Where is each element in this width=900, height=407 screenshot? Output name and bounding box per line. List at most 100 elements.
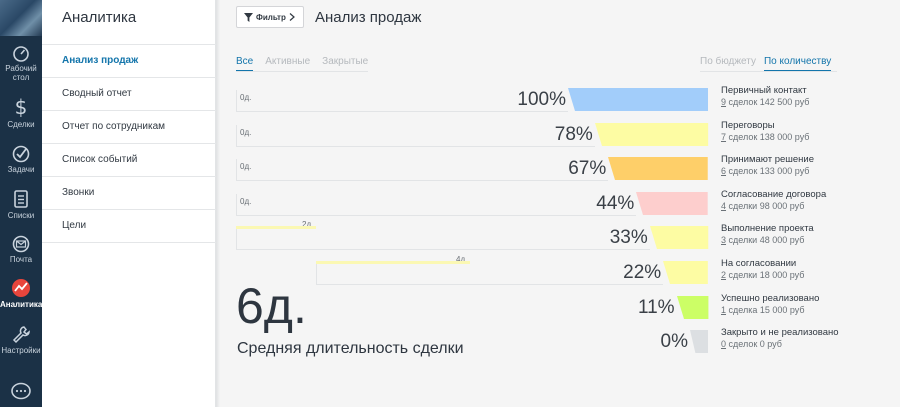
duration-guide-line (236, 249, 650, 250)
funnel-segment[interactable] (649, 226, 708, 249)
metric-tabs: По бюджету По количеству (700, 56, 832, 71)
stage-deals-summary: сделки 48 000 руб (726, 235, 805, 245)
list-icon (14, 190, 28, 208)
stage-name: Переговоры (721, 120, 775, 131)
menu-item-summary-report[interactable]: Сводный отчет (42, 78, 216, 111)
stage-percent: 67% (568, 158, 607, 179)
stage-duration-bar (316, 261, 470, 264)
stage-deals-count-link[interactable]: 0 (721, 339, 727, 349)
stage-deals-info: 0 сделок 0 руб (721, 339, 782, 349)
funnel-segment[interactable] (676, 296, 708, 319)
duration-guide-vline (236, 194, 237, 216)
funnel-segment-shape (636, 192, 708, 215)
stage-deals-summary: сделки 18 000 руб (726, 270, 805, 280)
stage-duration: 0д. (240, 93, 252, 102)
duration-guide-vline (236, 125, 237, 147)
nav-label: Задачи (7, 165, 35, 174)
stage-name: Принимают решение (721, 154, 815, 165)
duration-guide-vline (316, 263, 317, 285)
nav-item-deals[interactable]: $ Сделки (0, 96, 42, 129)
stage-name: Первичный контакт (721, 85, 807, 96)
funnel-segment[interactable] (663, 261, 708, 284)
tab-by-budget[interactable]: По бюджету (700, 56, 756, 67)
stage-deals-info: 9 сделок 142 500 руб (721, 97, 809, 107)
menu-title: Аналитика (62, 9, 137, 26)
nav-label: стол (12, 73, 30, 82)
nav-item-dashboard[interactable]: Рабочий стол (0, 44, 42, 82)
menu-item-calls[interactable]: Звонки (42, 177, 216, 210)
chevron-right-icon (289, 13, 295, 21)
tab-active[interactable]: Активные (265, 56, 311, 67)
check-icon (12, 145, 30, 163)
funnel-segment-shape (568, 88, 708, 111)
nav-item-mail[interactable]: Почта (0, 235, 42, 264)
nav-item-settings[interactable]: Настройки (0, 324, 42, 355)
nav-item-chat[interactable] (0, 382, 42, 402)
funnel-segment[interactable] (608, 157, 708, 180)
dashboard-icon (13, 46, 29, 62)
stage-deals-summary: сделки 98 000 руб (726, 201, 805, 211)
nav-label: Списки (7, 211, 35, 220)
account-banner[interactable] (0, 0, 42, 36)
avg-duration-label: Средняя длительность сделки (237, 340, 464, 357)
stage-duration: 0д. (240, 162, 252, 171)
menu-item-goals[interactable]: Цели (42, 210, 216, 243)
duration-guide-line (316, 284, 664, 285)
funnel-segment-shape (649, 226, 708, 249)
duration-guide-vline (236, 228, 237, 250)
menu-shadow (216, 0, 220, 407)
nav-label: Настройки (1, 346, 41, 355)
funnel-segment[interactable] (594, 123, 708, 146)
stage-duration-bar (236, 226, 316, 229)
menu-item-sales-analysis[interactable]: Анализ продаж (42, 45, 216, 78)
funnel-segment[interactable] (568, 88, 708, 111)
page-title: Анализ продаж (315, 9, 422, 26)
duration-guide-line (236, 146, 595, 147)
tab-by-count[interactable]: По количеству (763, 56, 832, 71)
stage-deals-count-link[interactable]: 9 (721, 97, 727, 107)
tab-all[interactable]: Все (236, 56, 254, 71)
stage-deals-count-link[interactable]: 3 (721, 235, 727, 245)
duration-guide-line (236, 111, 568, 112)
stage-deals-count-link[interactable]: 4 (721, 201, 727, 211)
status-tabs: Все Активные Закрытые (236, 56, 380, 71)
nav-item-tasks[interactable]: Задачи (0, 145, 42, 174)
stage-deals-count-link[interactable]: 1 (721, 305, 727, 315)
nav-label: Аналитика (0, 300, 43, 309)
chat-icon (11, 382, 31, 400)
funnel-segment[interactable] (690, 330, 708, 353)
duration-guide-vline (236, 90, 237, 112)
stage-deals-summary: сделок 142 500 руб (726, 97, 810, 107)
funnel-segment[interactable] (636, 192, 708, 215)
analytics-icon (12, 279, 30, 297)
stage-percent: 78% (554, 124, 593, 145)
menu-item-events-list[interactable]: Список событий (42, 144, 216, 177)
stage-deals-info: 2 сделки 18 000 руб (721, 270, 804, 280)
duration-guide-line (236, 215, 637, 216)
stage-duration: 0д. (240, 197, 252, 206)
tab-closed[interactable]: Закрытые (322, 56, 369, 67)
menu-item-employee-report[interactable]: Отчет по сотрудникам (42, 111, 216, 144)
filter-label: Фильтр (256, 12, 286, 22)
stage-deals-info: 3 сделки 48 000 руб (721, 235, 804, 245)
stage-name: Успешно реализовано (721, 293, 820, 304)
filter-button[interactable]: Фильтр (236, 6, 304, 28)
stage-percent: 100% (517, 89, 566, 110)
nav-label: Почта (9, 255, 33, 264)
stage-name: Выполнение проекта (721, 223, 814, 234)
stage-percent: 44% (596, 193, 635, 214)
stage-deals-count-link[interactable]: 6 (721, 166, 727, 176)
nav-item-lists[interactable]: Списки (0, 189, 42, 220)
stage-deals-count-link[interactable]: 7 (721, 132, 727, 142)
wrench-icon (12, 326, 30, 344)
stage-name: На согласовании (721, 258, 797, 269)
nav-item-analytics[interactable]: Аналитика (0, 278, 42, 309)
stage-deals-info: 4 сделки 98 000 руб (721, 201, 804, 211)
funnel-segment-shape (594, 123, 708, 146)
stage-deals-count-link[interactable]: 2 (721, 270, 727, 280)
stage-duration: 4д. (456, 255, 468, 264)
stage-duration: 0д. (240, 128, 252, 137)
metric-tabs-divider (700, 71, 837, 72)
stage-deals-info: 6 сделок 133 000 руб (721, 166, 809, 176)
stage-deals-summary: сделка 15 000 руб (726, 305, 805, 315)
